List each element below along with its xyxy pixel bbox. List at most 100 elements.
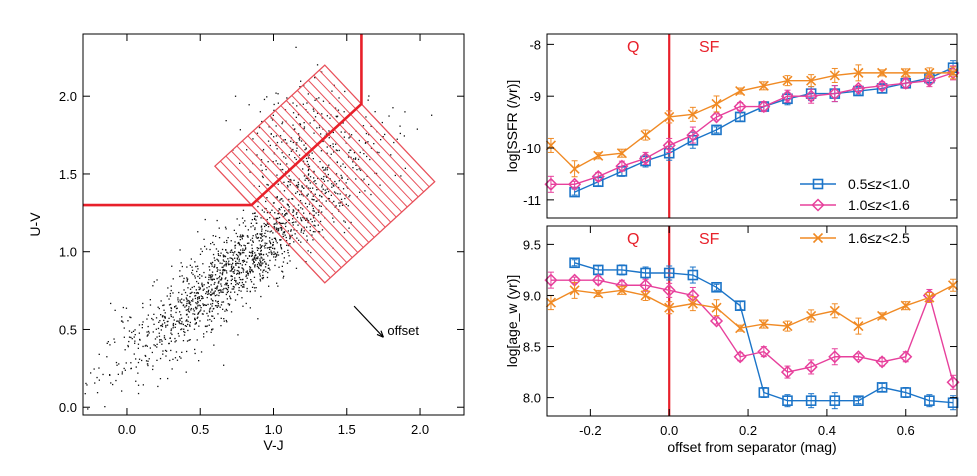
galaxy-point <box>256 154 258 156</box>
galaxy-point <box>191 291 193 293</box>
galaxy-point <box>90 372 92 374</box>
galaxy-point <box>210 277 212 279</box>
galaxy-point <box>227 237 229 239</box>
galaxy-point <box>246 149 248 151</box>
galaxy-point <box>266 247 268 249</box>
galaxy-point <box>261 263 263 265</box>
galaxy-point <box>306 194 308 196</box>
galaxy-point <box>211 310 213 312</box>
galaxy-point <box>279 163 281 165</box>
data-point <box>687 269 699 281</box>
galaxy-point <box>267 161 269 163</box>
galaxy-point <box>225 265 227 267</box>
galaxy-point <box>311 152 313 154</box>
galaxy-point <box>227 290 229 293</box>
galaxy-point <box>232 285 234 288</box>
region-label-sf: SF <box>699 39 720 56</box>
galaxy-point <box>345 194 347 196</box>
galaxy-point <box>194 295 196 297</box>
galaxy-point <box>246 270 248 272</box>
galaxy-point <box>192 298 194 300</box>
galaxy-point <box>124 349 126 351</box>
galaxy-point <box>182 304 184 307</box>
galaxy-point <box>181 298 183 300</box>
galaxy-point <box>259 258 261 260</box>
galaxy-point <box>281 213 283 215</box>
galaxy-point <box>196 339 198 341</box>
hatch-line <box>220 160 331 279</box>
galaxy-point <box>207 282 209 284</box>
galaxy-point <box>185 320 187 322</box>
galaxy-point <box>267 140 270 142</box>
galaxy-point <box>202 289 204 291</box>
galaxy-point <box>214 287 216 289</box>
galaxy-point <box>217 313 219 315</box>
galaxy-point <box>163 335 166 337</box>
galaxy-point <box>287 244 290 247</box>
galaxy-point <box>273 256 275 258</box>
galaxy-point <box>191 269 194 271</box>
galaxy-point <box>235 263 237 265</box>
galaxy-point <box>344 221 346 223</box>
galaxy-point <box>275 125 277 127</box>
galaxy-point <box>263 235 265 237</box>
galaxy-point <box>340 198 343 200</box>
galaxy-point <box>327 173 329 176</box>
galaxy-point <box>170 349 172 352</box>
galaxy-point <box>271 119 274 121</box>
galaxy-point <box>237 334 239 336</box>
galaxy-point <box>321 184 323 186</box>
galaxy-point <box>321 229 324 231</box>
galaxy-point <box>370 193 372 196</box>
galaxy-point <box>277 102 279 104</box>
galaxy-point <box>199 274 201 276</box>
galaxy-point <box>197 282 200 284</box>
hatch-line <box>225 155 337 274</box>
hatch-line <box>252 130 364 248</box>
galaxy-point <box>207 303 209 306</box>
galaxy-point <box>179 301 182 303</box>
data-point <box>782 321 793 332</box>
galaxy-point <box>186 280 188 282</box>
galaxy-point <box>260 265 262 267</box>
galaxy-point <box>186 277 188 279</box>
galaxy-point <box>206 296 208 299</box>
galaxy-point <box>299 136 301 138</box>
galaxy-point <box>343 111 345 113</box>
hatch-line <box>307 79 419 198</box>
galaxy-point <box>222 301 225 303</box>
galaxy-point <box>228 264 230 266</box>
galaxy-point <box>260 233 262 235</box>
galaxy-point <box>220 289 222 291</box>
hatch-line <box>269 115 381 233</box>
galaxy-point <box>341 176 343 178</box>
galaxy-point <box>243 244 245 246</box>
galaxy-point <box>204 218 206 221</box>
galaxy-point <box>259 275 261 277</box>
galaxy-point <box>260 246 262 248</box>
galaxy-point <box>238 271 241 273</box>
galaxy-point <box>380 139 382 141</box>
galaxy-point <box>177 301 180 303</box>
galaxy-point <box>254 228 256 231</box>
galaxy-point <box>233 229 235 231</box>
galaxy-point <box>307 193 309 195</box>
galaxy-point <box>201 284 203 286</box>
galaxy-point <box>293 221 295 223</box>
galaxy-point <box>226 272 228 274</box>
galaxy-point <box>113 338 115 340</box>
galaxy-point <box>253 261 255 263</box>
galaxy-point <box>285 213 287 215</box>
galaxy-point <box>182 281 184 283</box>
galaxy-point <box>130 362 132 364</box>
galaxy-point <box>281 228 283 230</box>
galaxy-point <box>158 307 160 310</box>
galaxy-point <box>313 110 315 112</box>
galaxy-point <box>263 245 265 247</box>
galaxy-point <box>257 247 260 250</box>
galaxy-point <box>197 296 199 299</box>
galaxy-point <box>172 322 175 325</box>
galaxy-point <box>290 150 292 152</box>
galaxy-point <box>208 293 210 295</box>
y-tick-label: -8 <box>529 37 541 52</box>
